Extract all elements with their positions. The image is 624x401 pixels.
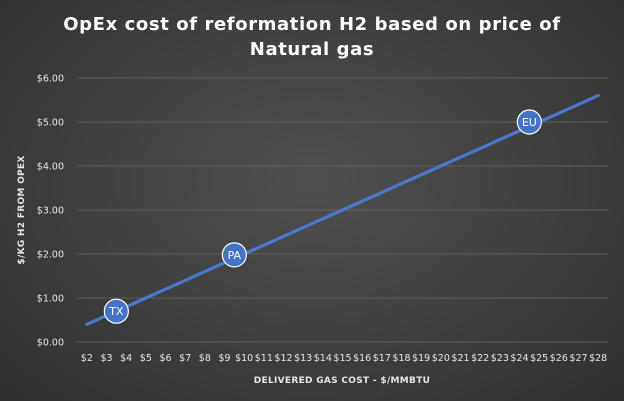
x-tick-label-18: $20 bbox=[432, 353, 450, 364]
y-tick-label-2: $2.00 bbox=[37, 250, 64, 261]
series bbox=[85, 93, 600, 326]
annotation-marker-eu bbox=[516, 109, 542, 135]
y-axis-title: $/KG H2 FROM OPEX bbox=[17, 155, 27, 264]
x-tick-label-12: $14 bbox=[314, 353, 332, 364]
series-line bbox=[85, 93, 600, 326]
annotation-eu: EU bbox=[516, 109, 542, 135]
y-tick-label-5: $5.00 bbox=[37, 118, 64, 129]
x-tick-label-17: $19 bbox=[412, 353, 430, 364]
chart-title-line-2: Natural gas bbox=[250, 39, 374, 60]
x-tick-label-9: $11 bbox=[255, 353, 273, 364]
x-tick-label-7: $9 bbox=[218, 353, 230, 364]
y-axis-ticks: $0.00 $1.00 $2.00 $3.00 $4.00 $5.00 $6.00 bbox=[37, 74, 64, 349]
x-tick-label-2: $4 bbox=[120, 353, 132, 364]
gridlines bbox=[77, 77, 608, 343]
y-tick-label-1: $1.00 bbox=[37, 294, 64, 305]
y-tick-label-4: $4.00 bbox=[37, 162, 64, 173]
x-tick-label-19: $21 bbox=[451, 353, 469, 364]
x-tick-label-14: $16 bbox=[353, 353, 371, 364]
x-axis-ticks: $2 $3 $4 $5 $6 $7 $8 $9 $10 $11 $12 $13 $14 $15 $16 $17… bbox=[81, 353, 607, 364]
annotation-label-pa: PA bbox=[228, 249, 242, 262]
annotation-marker-pa bbox=[221, 242, 247, 268]
annotation-marker-tx bbox=[103, 298, 129, 324]
y-tick-label-3: $3.00 bbox=[37, 206, 64, 217]
x-tick-label-15: $17 bbox=[373, 353, 391, 364]
annotations: TX PA EU bbox=[103, 109, 542, 324]
x-tick-label-22: $24 bbox=[510, 353, 528, 364]
annotation-label-eu: EU bbox=[522, 116, 537, 129]
x-tick-label-26: $28 bbox=[589, 353, 607, 364]
annotation-pa: PA bbox=[221, 242, 247, 268]
y-tick-label-6: $6.00 bbox=[37, 74, 64, 85]
x-tick-label-23: $25 bbox=[530, 353, 548, 364]
x-tick-label-24: $26 bbox=[550, 353, 568, 364]
x-tick-label-21: $23 bbox=[491, 353, 509, 364]
annotation-label-tx: TX bbox=[108, 305, 124, 318]
x-tick-label-25: $27 bbox=[569, 353, 587, 364]
x-tick-label-8: $10 bbox=[235, 353, 253, 364]
x-tick-label-10: $12 bbox=[274, 353, 292, 364]
x-tick-label-0: $2 bbox=[81, 353, 93, 364]
x-tick-label-11: $13 bbox=[294, 353, 312, 364]
x-axis-title: DELIVERED GAS COST - $/MMBTU bbox=[254, 376, 431, 386]
x-tick-label-4: $6 bbox=[159, 353, 171, 364]
annotation-tx: TX bbox=[103, 298, 129, 324]
x-tick-label-16: $18 bbox=[392, 353, 410, 364]
x-tick-label-3: $5 bbox=[140, 353, 152, 364]
x-tick-label-20: $22 bbox=[471, 353, 489, 364]
x-tick-label-5: $7 bbox=[179, 353, 191, 364]
x-tick-label-13: $15 bbox=[333, 353, 351, 364]
chart-title-line-1: OpEx cost of reformation H2 based on pri… bbox=[63, 14, 560, 35]
y-tick-label-0: $0.00 bbox=[37, 338, 64, 349]
x-tick-label-6: $8 bbox=[199, 353, 211, 364]
x-tick-label-1: $3 bbox=[100, 353, 112, 364]
